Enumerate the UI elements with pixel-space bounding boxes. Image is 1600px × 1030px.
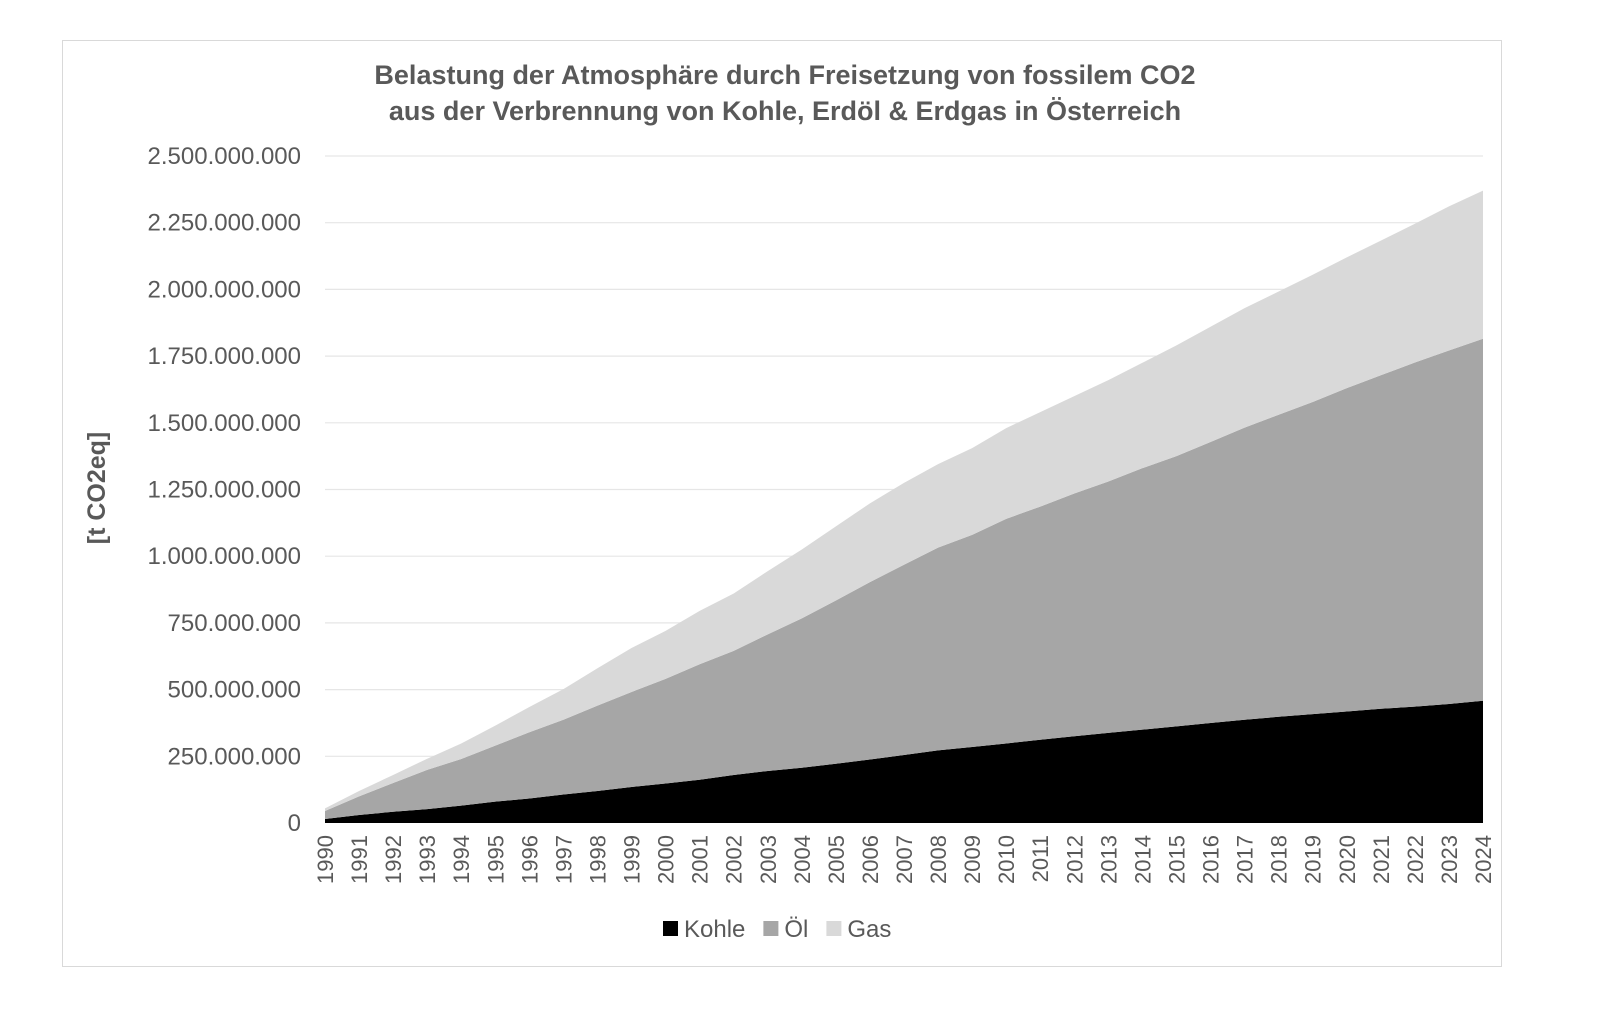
x-tick-label: 2020 [1335, 835, 1360, 884]
x-tick-label: 1994 [449, 835, 474, 884]
x-tick-label: 2017 [1233, 835, 1258, 884]
legend-swatch-kohle [663, 921, 678, 936]
y-tick-label: 500.000.000 [168, 677, 301, 704]
y-tick-label: 1.750.000.000 [148, 343, 301, 370]
x-tick-label: 2018 [1267, 835, 1292, 884]
chart-svg: Belastung der Atmosphäre durch Freisetzu… [83, 60, 1496, 943]
x-tick-label: 2016 [1199, 835, 1224, 884]
x-tick-label: 2007 [892, 835, 917, 884]
legend-swatch-gas [826, 921, 842, 936]
x-tick-label: 2000 [654, 835, 679, 884]
x-axis-ticks: 1990 1991 1992 1993 1994 1995 1996 1997 1998 1999… [313, 835, 1496, 884]
x-tick-label: 1997 [551, 835, 576, 884]
y-axis-ticks: 0 250.000.000 500.000.000 750.000.000 1.000.… [148, 143, 301, 837]
x-tick-label: 2023 [1437, 835, 1462, 884]
x-tick-label: 2014 [1130, 835, 1155, 884]
y-tick-label: 2.250.000.000 [148, 210, 301, 237]
chart-title: Belastung der Atmosphäre durch Freisetzu… [374, 60, 1195, 126]
y-tick-label: 2.000.000.000 [148, 276, 301, 303]
y-tick-label: 1.000.000.000 [148, 543, 301, 570]
x-tick-label: 2021 [1369, 835, 1394, 884]
legend: Kohle Öl Gas [663, 916, 891, 943]
x-tick-label: 1990 [313, 835, 338, 884]
chart-title-line-2: aus der Verbrennung von Kohle, Erdöl & E… [389, 96, 1181, 126]
x-tick-label: 1993 [415, 835, 440, 884]
x-tick-label: 1996 [517, 835, 542, 884]
y-tick-label: 1.250.000.000 [148, 477, 301, 504]
x-tick-label: 1992 [381, 835, 406, 884]
legend-label-gas: Gas [847, 916, 891, 943]
x-tick-label: 2004 [790, 835, 815, 884]
y-axis-label: [t CO2eq] [83, 432, 111, 545]
x-tick-label: 2022 [1403, 835, 1428, 884]
y-tick-label: 0 [288, 810, 301, 837]
x-tick-label: 2006 [858, 835, 883, 884]
area-gas [325, 190, 1483, 811]
y-tick-label: 750.000.000 [168, 610, 301, 637]
x-tick-label: 1995 [483, 835, 508, 884]
x-tick-label: 2011 [1028, 835, 1053, 882]
y-tick-label: 1.500.000.000 [148, 410, 301, 437]
x-tick-label: 2015 [1164, 835, 1189, 884]
x-tick-label: 2013 [1096, 835, 1121, 884]
x-tick-label: 2001 [688, 835, 713, 884]
area-kohle [325, 700, 1483, 823]
x-tick-label: 1998 [585, 835, 610, 884]
x-tick-label: 2024 [1471, 835, 1496, 884]
y-tick-label: 2.500.000.000 [148, 143, 301, 170]
y-tick-label: 250.000.000 [168, 743, 301, 770]
legend-label-kohle: Kohle [684, 916, 745, 943]
x-tick-label: 1999 [620, 835, 645, 884]
x-tick-label: 2009 [960, 835, 985, 884]
x-tick-label: 2005 [824, 835, 849, 884]
area-layer [325, 190, 1483, 823]
chart-title-line-1: Belastung der Atmosphäre durch Freisetzu… [374, 60, 1195, 90]
x-tick-label: 2012 [1062, 835, 1087, 884]
chart-frame: Belastung der Atmosphäre durch Freisetzu… [62, 40, 1502, 967]
legend-label--l: Öl [784, 916, 808, 943]
x-tick-label: 2002 [722, 835, 747, 884]
x-tick-label: 2008 [926, 835, 951, 884]
x-tick-label: 1991 [347, 835, 372, 884]
x-tick-label: 2003 [756, 835, 781, 884]
legend-swatch--l [763, 921, 779, 936]
x-tick-label: 2019 [1301, 835, 1326, 884]
x-tick-label: 2010 [994, 835, 1019, 884]
area--l [325, 338, 1483, 819]
